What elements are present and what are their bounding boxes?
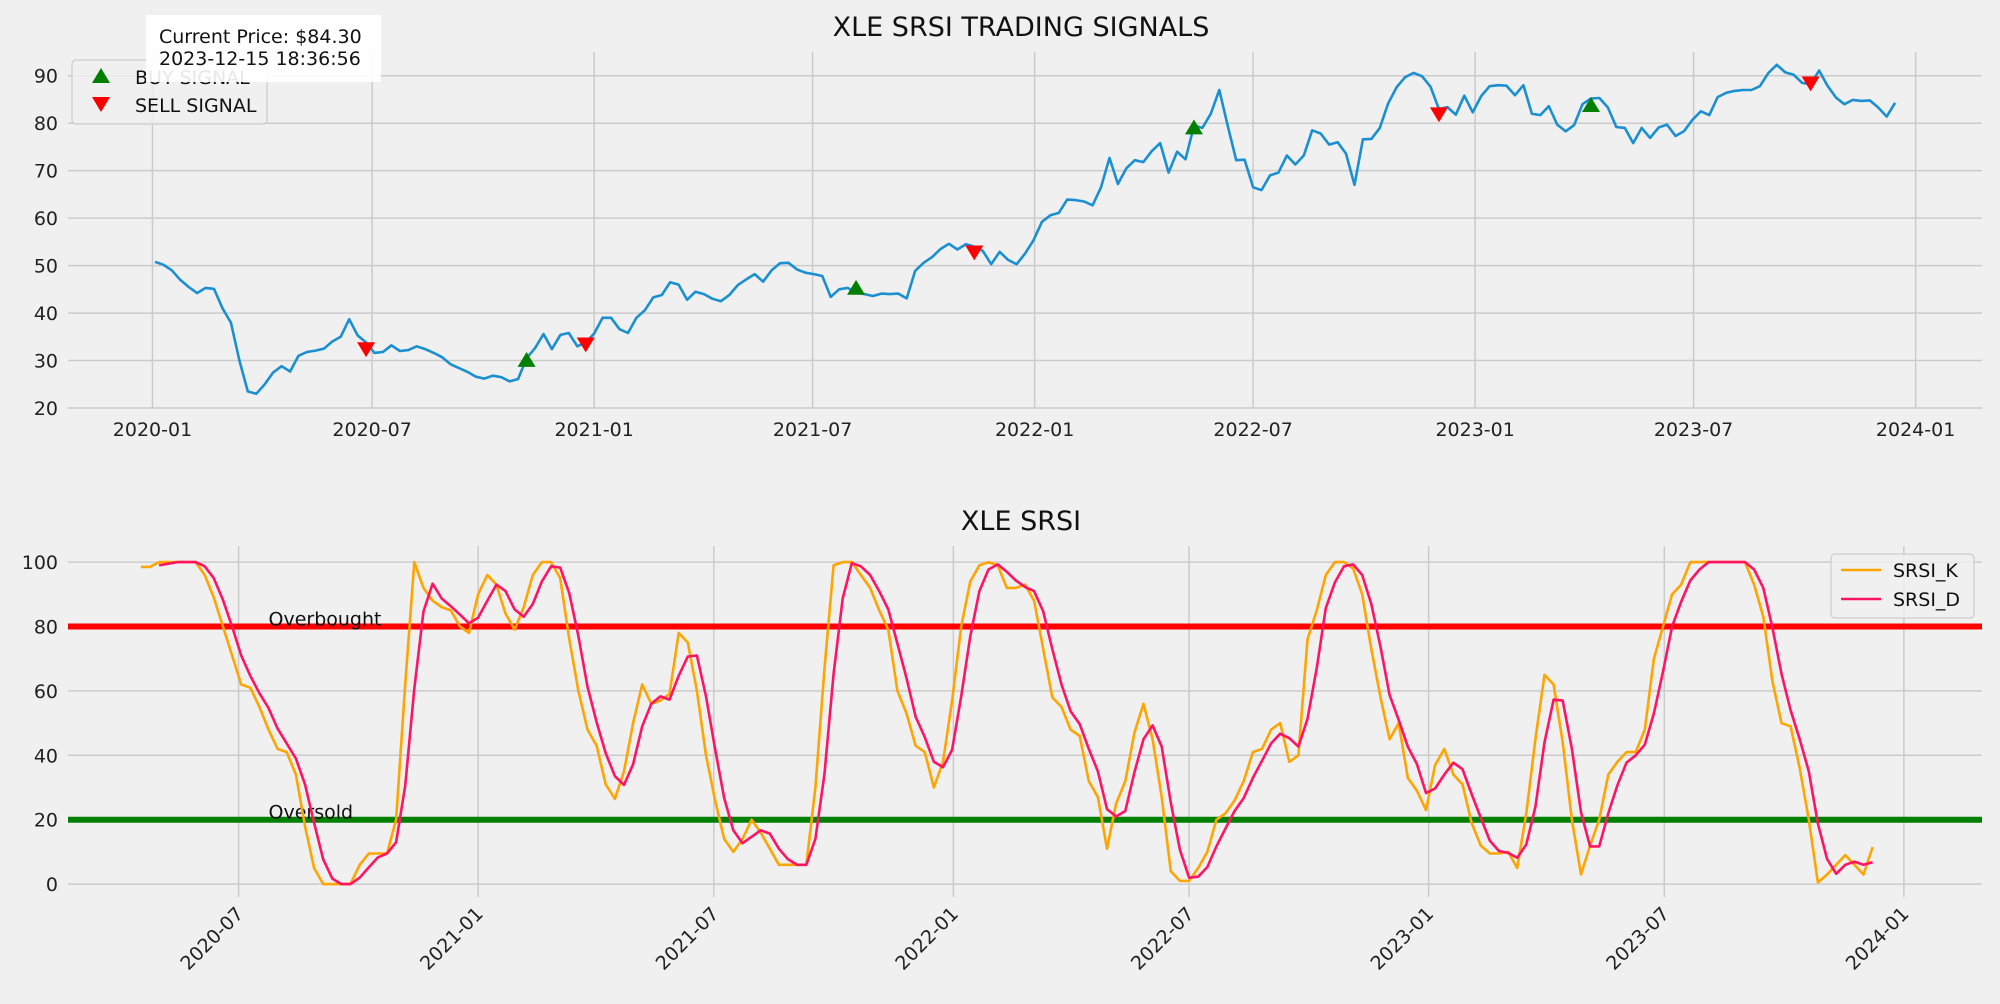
series-line-srsi-d [158,560,1873,886]
buy-signal-marker [517,352,536,367]
x-tick-label: 2020-01 [113,419,192,441]
x-tick-label: 2023-07 [1654,419,1733,441]
x-tick-label: 2022-01 [995,419,1074,441]
x-tick-label: 2021-07 [652,903,724,975]
x-tick-label: 2023-07 [1602,903,1674,975]
y-tick-label: 20 [34,398,58,420]
sell-signal-marker [357,342,376,358]
info-box-background [146,15,381,82]
x-tick-label: 2023-01 [1435,419,1514,441]
y-tick-label: 40 [34,745,58,767]
legend: SRSI_K SRSI_D [1830,553,1975,619]
sell-signal-legend-label: SELL SIGNAL [135,95,257,117]
x-tick-label: 2022-07 [1213,419,1292,441]
sell-signal-marker [965,245,984,261]
y-tick-label: 80 [34,113,58,135]
x-tick-label: 2022-07 [1127,903,1199,975]
x-tick-label: 2021-07 [773,419,852,441]
current-price-text: Current Price: $84.30 [159,26,362,48]
y-tick-label: 70 [34,161,58,183]
sell-signal-marker [576,337,595,353]
sell-signal-marker [1801,76,1820,92]
x-tick-label: 2023-01 [1366,903,1438,975]
series-line-srsi-k [140,560,1874,886]
legend-label-srsi-d: SRSI_D [1893,589,1960,611]
chart-panel-1: 20 30 40 50 60 70 80 90 2020-01 2020-07 2021-01 202… [34,12,1982,441]
y-tick-label: 0 [46,874,58,896]
buy-signal-marker [847,279,866,295]
series-line-price [154,63,1897,396]
sell-signal-marker [1429,107,1448,123]
chart-title: XLE SRSI [961,506,1081,537]
chart-title: XLE SRSI TRADING SIGNALS [833,12,1210,43]
y-tick-label: 60 [34,208,58,230]
y-tick-label: 80 [34,617,58,639]
reference-line-label: Overbought [269,609,382,631]
legend-label-srsi-k: SRSI_K [1893,560,1958,582]
y-tick-label: 20 [34,810,58,832]
x-tick-label: 2024-01 [1842,903,1914,975]
buy-signal-marker [1184,119,1203,135]
buy-signal-legend-icon [92,68,110,83]
timestamp-text: 2023-12-15 18:36:56 [159,48,361,70]
x-tick-label: 2021-01 [416,903,488,975]
y-tick-label: 100 [22,552,58,574]
x-tick-label: 2021-01 [554,419,633,441]
y-tick-label: 90 [34,66,58,88]
x-tick-label: 2024-01 [1876,419,1955,441]
x-tick-label: 2020-07 [176,903,248,975]
y-tick-label: 60 [34,681,58,703]
x-tick-label: 2020-07 [332,419,411,441]
chart-panel-2: 0 20 40 60 80 100 2020-07 2021-01 2021-07 2022-01… [22,506,1982,975]
buy-signal-marker [1581,97,1600,113]
y-tick-label: 30 [34,351,58,373]
y-tick-label: 50 [34,256,58,278]
x-tick-label: 2022-01 [891,903,963,975]
sell-signal-legend-icon [92,97,110,112]
y-tick-label: 40 [34,303,58,325]
